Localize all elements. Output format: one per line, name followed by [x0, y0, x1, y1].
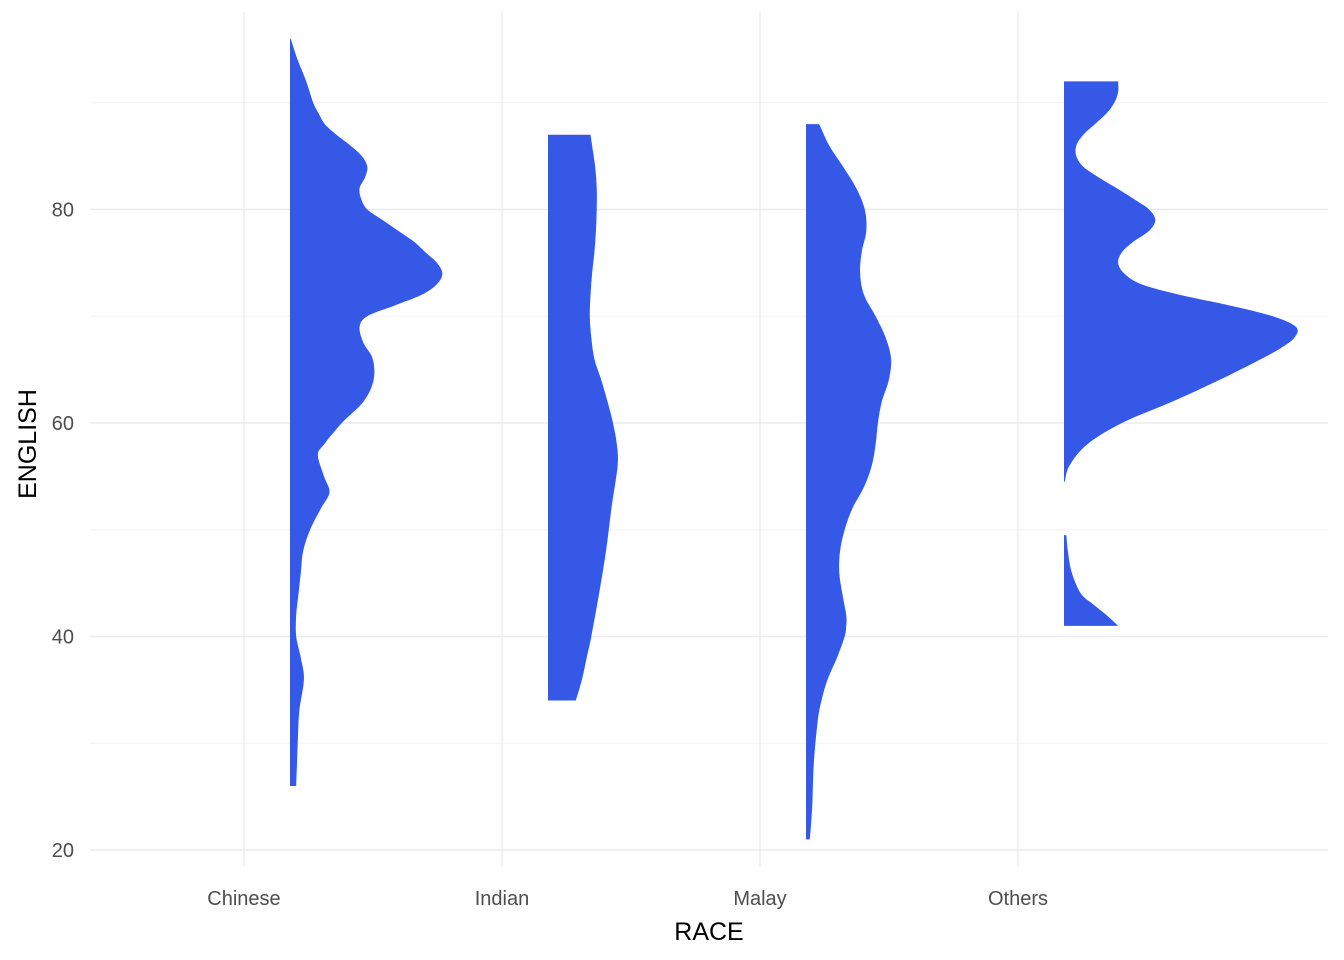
y-tick-label: 40 [52, 626, 74, 648]
violin-others [1064, 81, 1298, 482]
y-tick-label: 60 [52, 413, 74, 435]
violin-chinese [290, 38, 443, 786]
x-tick-label: Chinese [207, 888, 280, 910]
violin-others [1064, 535, 1119, 626]
x-axis-ticks: Chinese Indian Malay Others [207, 888, 1048, 910]
y-tick-label: 80 [52, 199, 74, 221]
x-axis-title: RACE [674, 918, 743, 946]
y-axis-title: ENGLISH [14, 389, 42, 499]
y-axis-ticks: 20 40 60 80 [52, 199, 74, 862]
violin-indian [548, 134, 618, 701]
violin-malay [806, 124, 892, 840]
x-tick-label: Malay [733, 888, 786, 910]
x-tick-label: Indian [475, 888, 530, 910]
x-tick-label: Others [988, 888, 1048, 910]
grid-lines [90, 12, 1328, 866]
y-tick-label: 20 [52, 840, 74, 862]
violin-shapes [290, 38, 1298, 840]
